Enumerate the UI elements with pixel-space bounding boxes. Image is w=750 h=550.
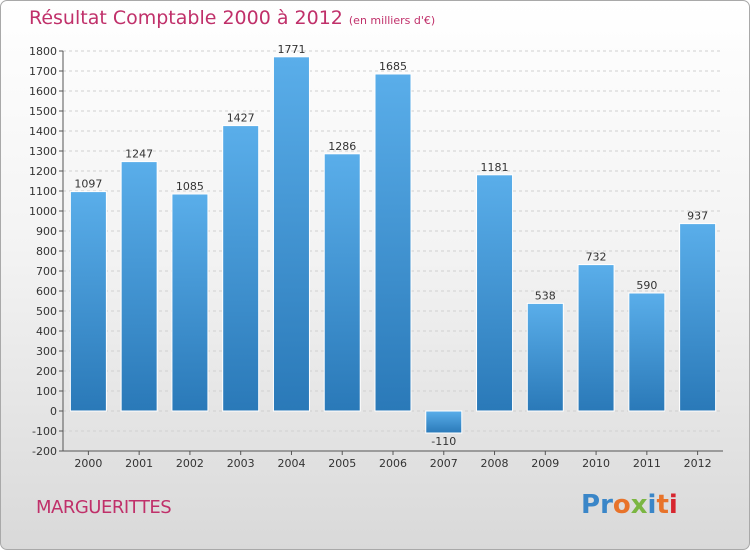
x-tick-label: 2000 [74, 457, 102, 470]
y-tick-label: 100 [36, 385, 57, 398]
y-tick-label: 1100 [29, 185, 57, 198]
x-tick-label: 2003 [227, 457, 255, 470]
y-tick-label: -100 [32, 425, 57, 438]
logo-letter: t [656, 490, 669, 520]
logo-letter: i [647, 490, 657, 520]
x-tick-label: 2009 [531, 457, 559, 470]
bar [679, 223, 717, 412]
value-label: 1685 [379, 60, 407, 73]
value-label: 732 [586, 251, 607, 264]
chart-subtitle: (en milliers d'€) [348, 14, 436, 27]
value-label: 1427 [227, 112, 255, 125]
value-label: 1097 [74, 178, 102, 191]
x-tick-label: 2006 [379, 457, 407, 470]
y-tick-label: 1300 [29, 145, 57, 158]
x-tick-label: 2010 [582, 457, 610, 470]
x-tick-label: 2001 [125, 457, 153, 470]
value-label: 590 [636, 279, 657, 292]
logo-letter: i [668, 490, 678, 520]
value-label: -110 [431, 435, 456, 448]
value-label: 1181 [481, 161, 509, 174]
bars [69, 56, 717, 434]
bar [374, 73, 412, 412]
x-tick-label: 2008 [481, 457, 509, 470]
chart-title: Résultat Comptable 2000 à 2012 (en millie… [29, 7, 435, 29]
y-tick-label: 600 [36, 285, 57, 298]
y-tick-label: 300 [36, 345, 57, 358]
value-label: 538 [535, 289, 556, 302]
bar [222, 125, 260, 412]
bar [69, 191, 107, 412]
y-tick-label: 900 [36, 225, 57, 238]
logo-letter: P [581, 490, 601, 520]
y-tick-label: 1200 [29, 165, 57, 178]
y-tick-label: 1700 [29, 65, 57, 78]
bar [425, 410, 463, 434]
y-tick-label: 1600 [29, 85, 57, 98]
y-tick-label: 800 [36, 245, 57, 258]
y-tick-label: 1000 [29, 205, 57, 218]
y-tick-label: 500 [36, 305, 57, 318]
x-tick-label: 2011 [633, 457, 661, 470]
logo-letter: x [630, 490, 648, 520]
y-tick-label: 1500 [29, 105, 57, 118]
value-label: 937 [687, 210, 708, 223]
y-tick-label: 0 [50, 405, 57, 418]
value-label: 1771 [277, 43, 305, 56]
bar [323, 153, 361, 412]
x-tick-label: 2004 [277, 457, 305, 470]
y-tick-label: -200 [32, 445, 57, 458]
x-tick-label: 2012 [684, 457, 712, 470]
y-tick-label: 400 [36, 325, 57, 338]
proxiti-logo[interactable]: Proxiti [581, 490, 678, 520]
y-tick-label: 1800 [29, 45, 57, 58]
bar [526, 302, 564, 412]
y-tick-label: 200 [36, 365, 57, 378]
logo-letter: r [600, 490, 613, 520]
bar [476, 174, 514, 412]
x-tick-label: 2007 [430, 457, 458, 470]
bar [272, 56, 310, 412]
logo-letter: o [612, 490, 631, 520]
bar [120, 161, 158, 412]
y-tick-label: 700 [36, 265, 57, 278]
value-label: 1085 [176, 180, 204, 193]
value-label: 1286 [328, 140, 356, 153]
commune-name: MARGUERITTES [36, 497, 172, 518]
bar [171, 193, 209, 412]
value-labels: 1097 1247 1085 1427 1771 1286 1685 -110 1181 538 7… [74, 43, 708, 448]
bar [577, 264, 615, 412]
axes: -200 -100 0 100 200 300 400 500 600 700 800 900 1000… [29, 45, 723, 470]
y-tick-label: 1400 [29, 125, 57, 138]
value-label: 1247 [125, 148, 153, 161]
x-tick-label: 2002 [176, 457, 204, 470]
chart-title-text: Résultat Comptable 2000 à 2012 [29, 7, 343, 29]
bar [628, 292, 666, 412]
x-tick-label: 2005 [328, 457, 356, 470]
